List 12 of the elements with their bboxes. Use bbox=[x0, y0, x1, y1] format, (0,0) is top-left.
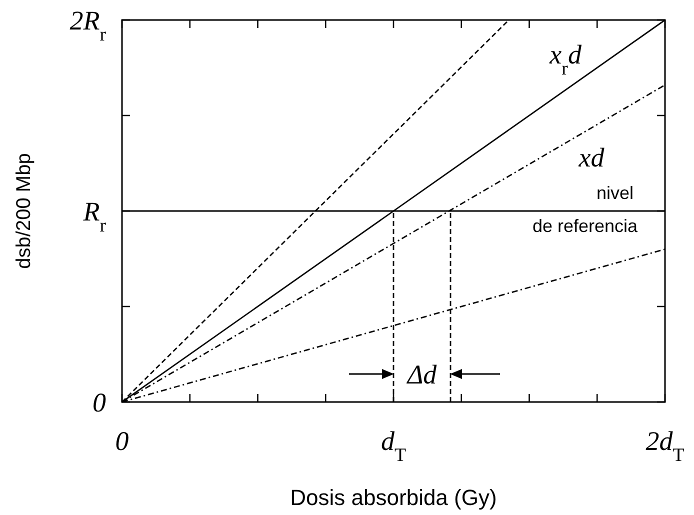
y-tick-label: 0 bbox=[92, 387, 106, 418]
annotation: Δd bbox=[406, 359, 438, 390]
y-tick-label: R$_{r}$ bbox=[82, 196, 107, 236]
y-tick-label: 2R$_{r}$ bbox=[70, 5, 107, 45]
y-axis-title: dsb/200 Mbp bbox=[13, 153, 35, 269]
ref-line-label: nivel de referencia bbox=[532, 183, 639, 236]
series-label: xd bbox=[578, 142, 605, 172]
x-tick-label: 0 bbox=[115, 426, 130, 456]
x-tick-label: d$_{T}$ bbox=[380, 426, 406, 466]
x-tick-label: 2d$_{T}$ bbox=[646, 426, 685, 466]
series-label: x$_{r}$d bbox=[548, 39, 582, 79]
x-axis-title: Dosis absorbida (Gy) bbox=[290, 485, 497, 510]
